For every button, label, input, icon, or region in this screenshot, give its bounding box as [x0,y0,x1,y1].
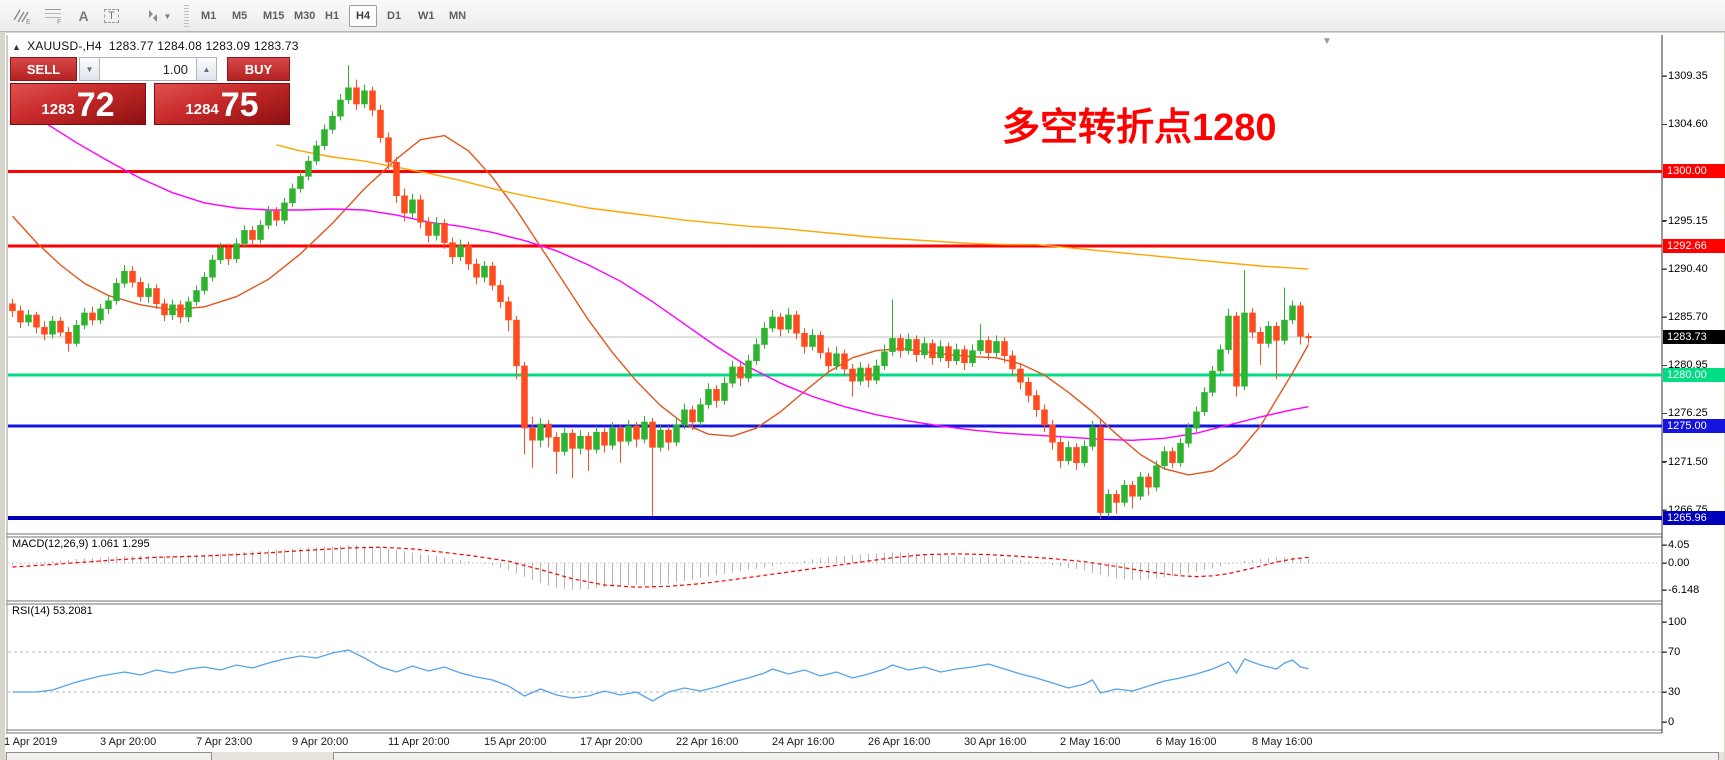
time-tick: 7 Apr 23:00 [196,736,253,748]
bottom-tab-fragment[interactable] [6,752,212,760]
top-toolbar: E F A T ▼ M1 M5 M15 M30 H1 H4 D1 W1 MN [0,0,1725,32]
sell-price-display[interactable]: 1283 72 [10,83,146,125]
collapse-panel-icon[interactable]: ▲ [12,42,22,52]
close-value: 1283.73 [253,39,299,53]
price-tick: 1271.50 [1662,455,1725,469]
price-tick: 1285.70 [1662,310,1725,324]
macd-tick: 0.00 [1662,556,1725,570]
buy-button[interactable]: BUY [227,57,290,81]
caret-down-icon: ▼ [163,11,172,21]
buy-price-display[interactable]: 1284 75 [154,83,290,125]
tf-M30[interactable]: M30 [294,10,316,22]
macd-tick: 4.05 [1662,538,1725,552]
price-tick: 1295.15 [1662,214,1725,228]
current-price-label: 1283.73 [1663,330,1725,345]
bottom-tab-strip [5,752,1724,760]
time-tick: 30 Apr 16:00 [964,736,1027,748]
time-tick: 11 Apr 20:00 [388,736,450,748]
level-price-label: 1265.96 [1663,511,1725,526]
time-tick: 9 Apr 20:00 [292,736,349,748]
time-tick: 15 Apr 20:00 [484,736,547,748]
level-price-label: 1280.00 [1663,368,1725,383]
text-box-icon[interactable]: T [98,3,125,29]
sell-button[interactable]: SELL [10,57,77,81]
sell-price-pips: 72 [76,86,115,124]
chart-dropdown-arrow-icon[interactable]: ▼ [1322,36,1332,47]
rsi-tick: 100 [1662,615,1725,629]
price-tick: 1290.40 [1662,262,1725,276]
chart-ohlc-header: ▲ XAUUSD-,H4 1283.77 1284.08 1283.09 1283… [12,39,299,53]
time-tick: 8 May 16:00 [1252,736,1313,748]
cycles-icon[interactable]: ▼ [140,3,176,29]
price-tick: 1309.35 [1662,69,1725,83]
tf-M15[interactable]: M15 [263,10,285,22]
tf-H1[interactable]: H1 [325,10,340,22]
svg-text:F: F [57,19,61,25]
one-click-trade-panel: SELL ▼ ▲ BUY 1283 72 1284 75 [10,57,290,125]
low-value: 1283.09 [205,39,251,53]
level-price-label: 1292.66 [1663,239,1725,254]
volume-decrease-button[interactable]: ▼ [79,57,100,81]
tf-MN[interactable]: MN [449,10,467,22]
time-tick: 26 Apr 16:00 [868,736,931,748]
time-tick: 24 Apr 16:00 [772,736,835,748]
tf-D1[interactable]: D1 [387,10,402,22]
time-tick: 17 Apr 20:00 [580,736,643,748]
time-tick: 3 Apr 20:00 [100,736,157,748]
rsi-label: RSI(14) 53.2081 [12,605,93,617]
chart-annotation-text: 多空转折点1280 [1002,107,1277,149]
volume-input[interactable] [100,57,196,81]
high-value: 1284.08 [157,39,202,53]
volume-increase-button[interactable]: ▲ [196,57,217,81]
chart-shift-icon[interactable]: E [8,3,35,29]
buy-price-big-figure: 1284 [185,101,219,118]
rsi-tick: 70 [1662,645,1725,659]
toolbar-drag-handle[interactable] [184,5,189,27]
tf-M1[interactable]: M1 [201,10,217,22]
rsi-tick: 0 [1662,715,1725,729]
symbol-period: XAUUSD-,H4 [27,39,102,53]
bottom-tab-fragment[interactable] [333,752,1719,760]
rsi-tick: 30 [1662,685,1725,699]
level-price-label: 1300.00 [1663,164,1725,179]
tf-H4[interactable]: H4 [349,5,378,27]
sell-price-big-figure: 1283 [41,101,75,118]
buy-price-pips: 75 [220,86,259,124]
macd-tick: -6.148 [1662,583,1725,597]
time-tick: 1 Apr 2019 [4,736,58,748]
text-label-icon[interactable]: A [78,8,89,24]
price-tick: 1276.25 [1662,406,1725,420]
tf-W1[interactable]: W1 [418,10,435,22]
open-value: 1283.77 [108,39,154,53]
time-tick: 22 Apr 16:00 [676,736,739,748]
svg-text:E: E [26,19,31,25]
level-price-label: 1275.00 [1663,419,1725,434]
price-tick: 1304.60 [1662,117,1725,131]
macd-label: MACD(12,26,9) 1.061 1.295 [12,538,150,550]
time-tick: 2 May 16:00 [1060,736,1121,748]
grid-icon[interactable]: F [40,3,67,29]
tf-M5[interactable]: M5 [232,10,248,22]
time-tick: 6 May 16:00 [1156,736,1217,748]
